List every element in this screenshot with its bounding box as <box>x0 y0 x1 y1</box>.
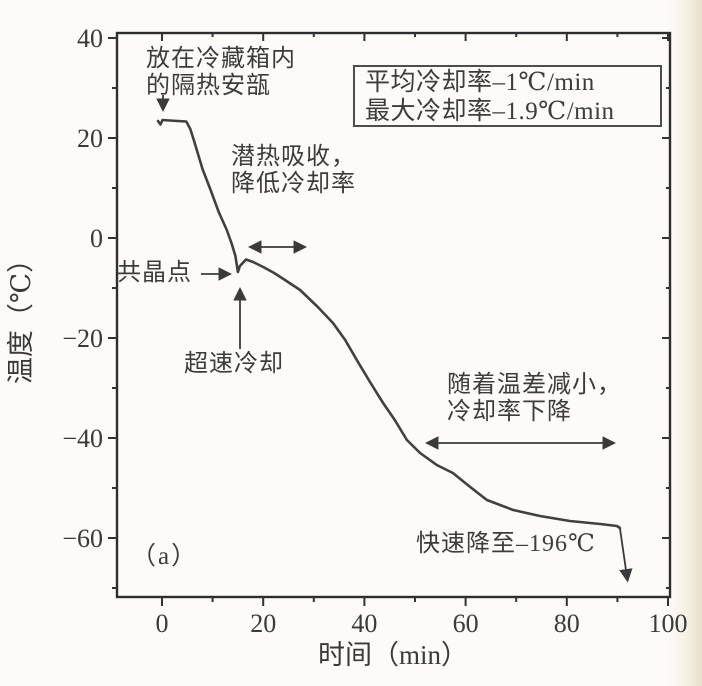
plunge-to-liquid-nitrogen-arrow <box>619 527 633 583</box>
annotation-rapid-drop: 快速降至–196℃ <box>416 531 596 557</box>
y-tick-label: 20 <box>77 124 103 153</box>
annotation-supercooling: 超速冷却 <box>184 351 284 377</box>
tick-marks <box>108 33 670 606</box>
plot-border <box>115 31 672 599</box>
x-tick-label: 0 <box>156 609 169 638</box>
x-tick-label: 100 <box>649 609 688 638</box>
cooling-curve-line <box>156 118 622 530</box>
annotation-temp-difference: 随着温差减小， 冷却率下降 <box>447 372 622 426</box>
annotation-temp-diff-line1: 随着温差减小， <box>447 372 622 398</box>
x-tick-label: 20 <box>250 609 276 638</box>
annotation-ampoule-line1: 放在冷藏箱内 <box>146 46 296 72</box>
legend-average-rate: 平均冷却率–1℃/min <box>365 69 595 96</box>
cooling-rate-legend-box: 平均冷却率–1℃/min 最大冷却率–1.9℃/min <box>353 65 662 127</box>
annotation-ampoule-line2: 的隔热安瓿 <box>146 73 271 99</box>
x-tick-label: 60 <box>453 609 479 638</box>
axis-tick-labels: 0 20 40 60 80 100 40 20 0 −20 −40 −60 <box>62 24 687 638</box>
y-tick-label: −40 <box>62 424 103 453</box>
y-tick-label: −20 <box>62 324 103 353</box>
panel-label: （a） <box>131 543 199 570</box>
x-axis-title: 时间（min） <box>318 640 468 670</box>
y-tick-label: −60 <box>62 524 103 553</box>
annotation-latent-line2: 降低冷却率 <box>231 171 356 197</box>
axis-ticks <box>108 33 670 606</box>
x-tick-label: 80 <box>554 609 580 638</box>
annotation-latent-line1: 潜热吸收， <box>231 144 356 170</box>
annotation-temp-diff-line2: 冷却率下降 <box>447 399 572 425</box>
annotation-eutectic-point: 共晶点 <box>117 260 192 286</box>
annotation-latent-heat: 潜热吸收， 降低冷却率 <box>231 144 356 198</box>
x-tick-label: 40 <box>351 609 377 638</box>
y-tick-label: 40 <box>77 24 103 53</box>
y-axis-title: 温度（℃） <box>6 246 36 384</box>
annotation-ampoule: 放在冷藏箱内 的隔热安瓿 <box>146 46 296 100</box>
legend-max-rate: 最大冷却率–1.9℃/min <box>365 98 615 125</box>
y-tick-label: 0 <box>90 224 103 253</box>
